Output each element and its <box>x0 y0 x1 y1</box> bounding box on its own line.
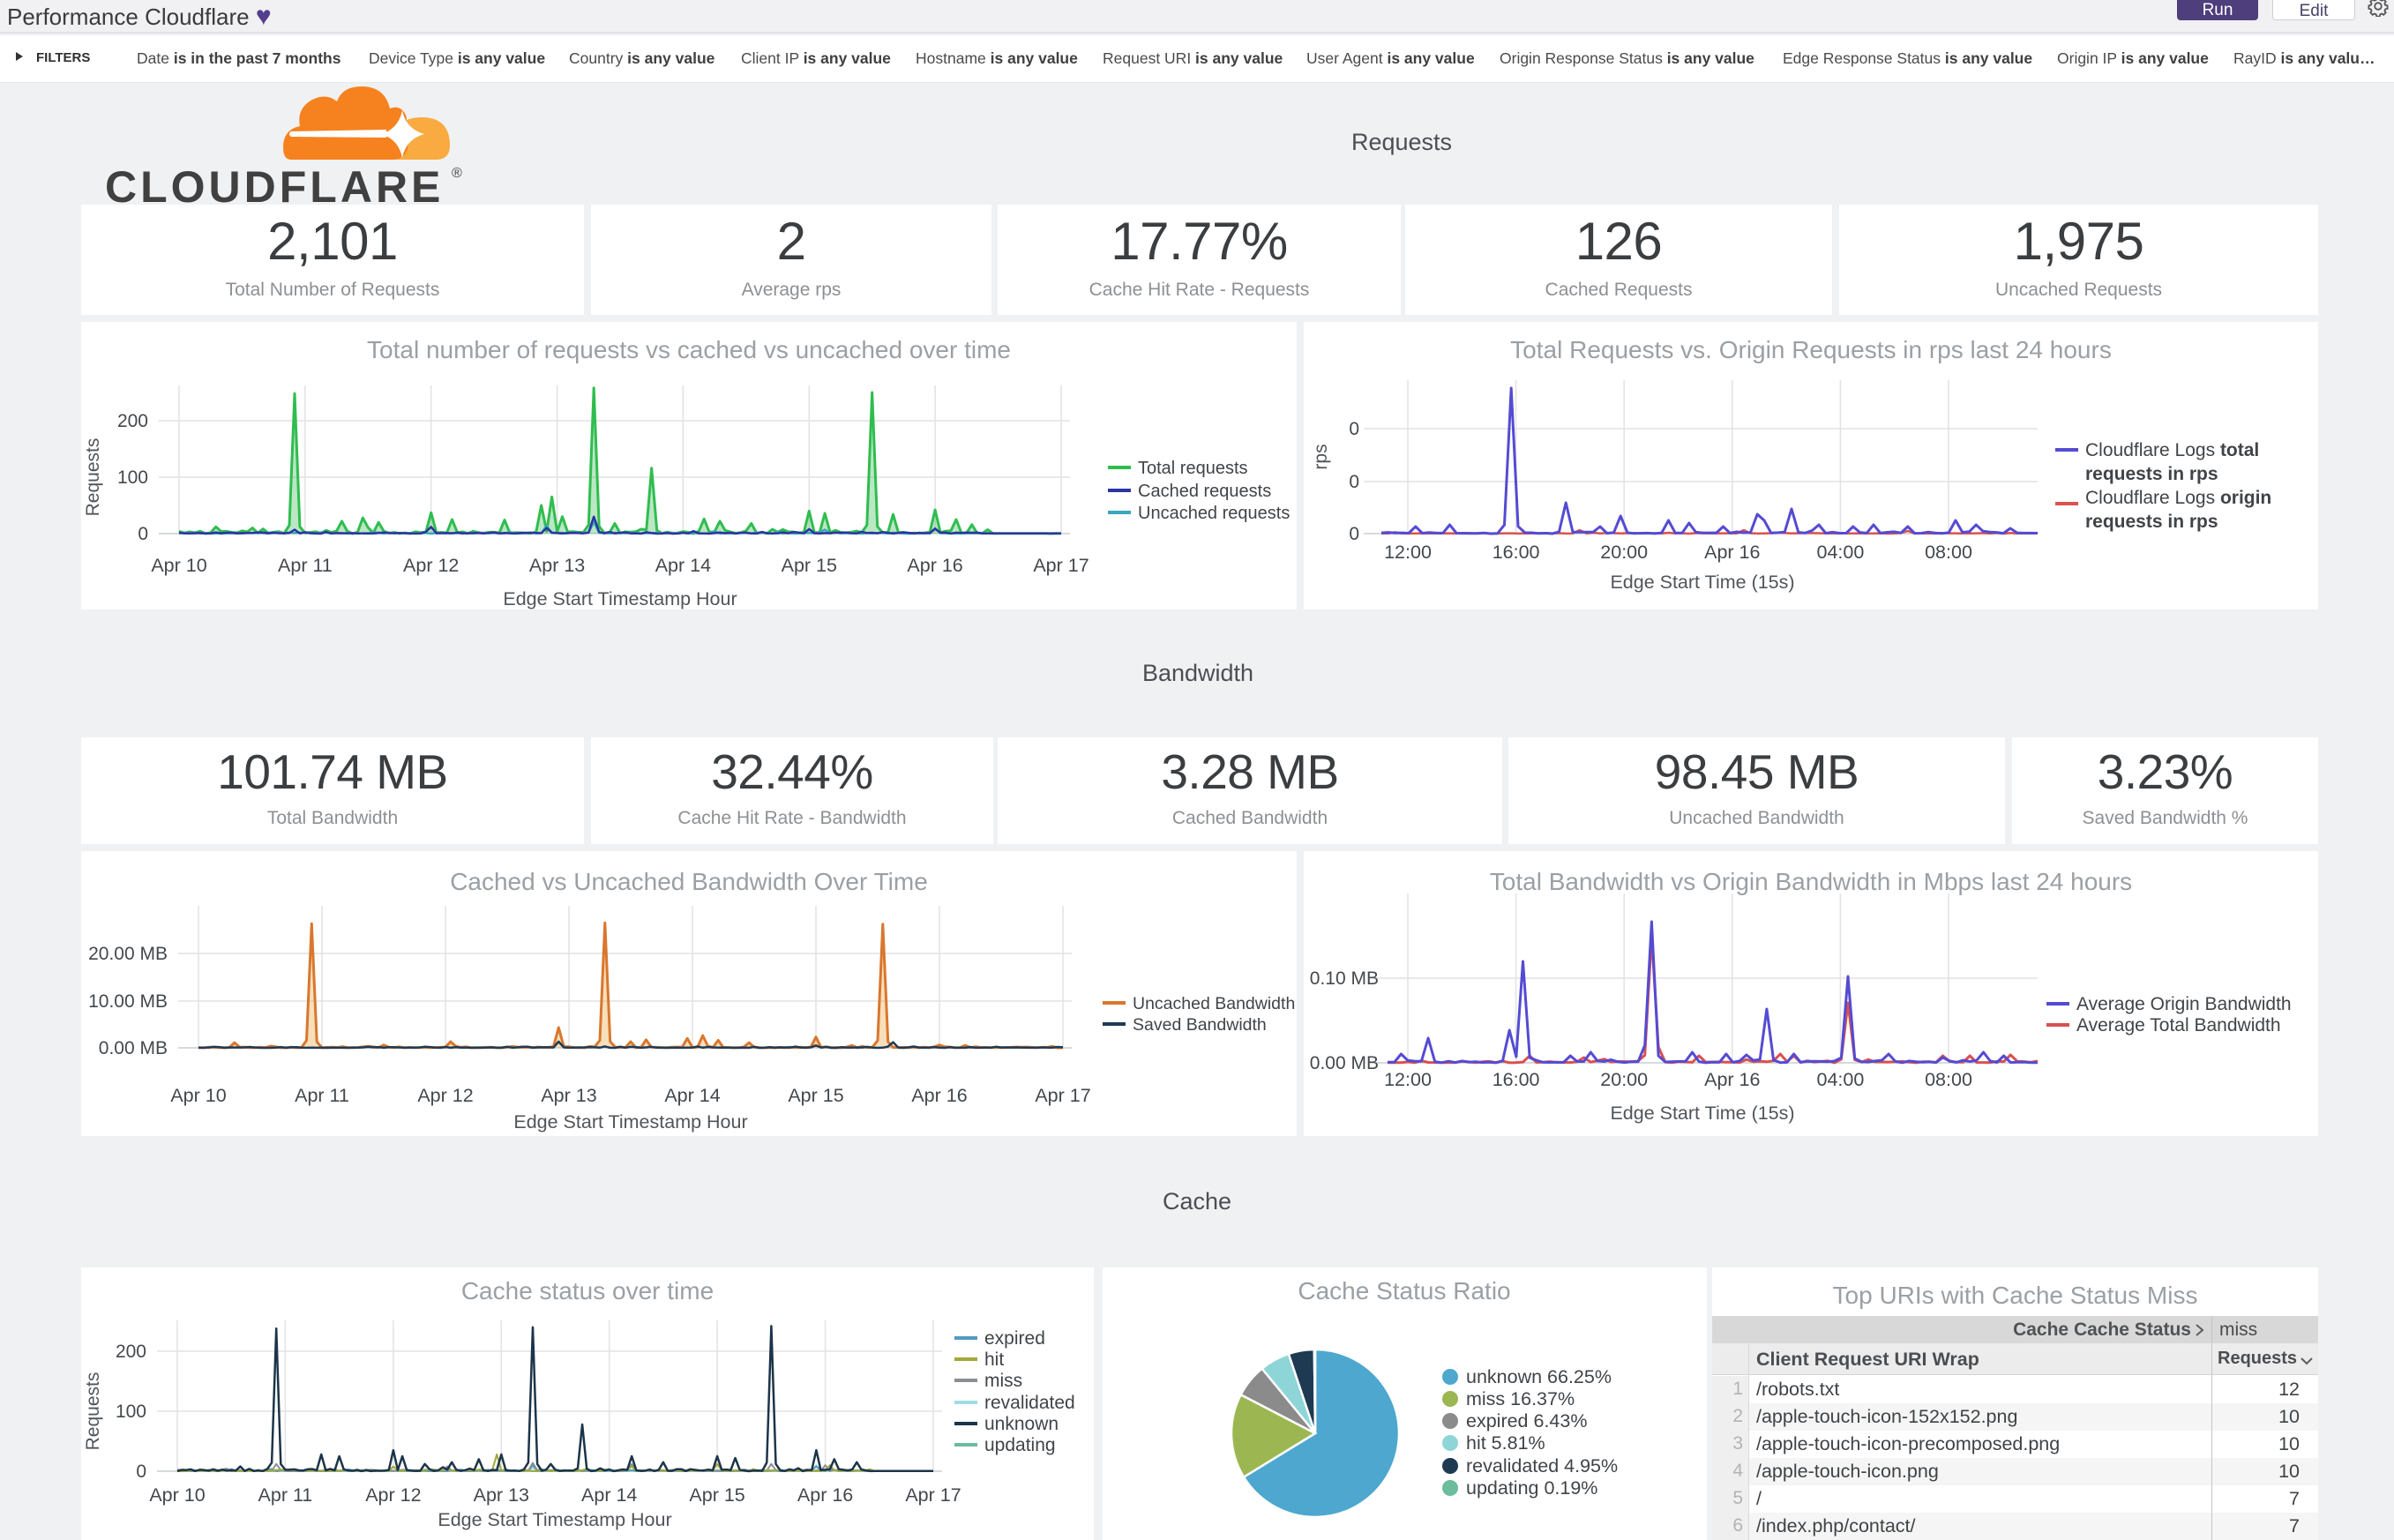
svg-text:Apr 16: Apr 16 <box>797 1484 853 1506</box>
svg-text:Apr 15: Apr 15 <box>788 1085 843 1106</box>
svg-text:miss 16.37%: miss 16.37% <box>1466 1388 1575 1409</box>
svg-text:08:00: 08:00 <box>1925 542 1972 563</box>
svg-text:Apr 17: Apr 17 <box>905 1484 961 1506</box>
svg-text:0: 0 <box>138 524 148 544</box>
svg-text:12:00: 12:00 <box>1384 1069 1432 1090</box>
svg-text:rps: rps <box>1311 444 1331 469</box>
svg-text:Apr 15: Apr 15 <box>689 1484 744 1506</box>
svg-text:04:00: 04:00 <box>1816 1069 1864 1090</box>
svg-text:20.00 MB: 20.00 MB <box>88 944 168 964</box>
svg-text:20:00: 20:00 <box>1600 1069 1648 1090</box>
svg-text:Total Requests vs. Origin Requ: Total Requests vs. Origin Requests in rp… <box>1510 336 2112 363</box>
svg-text:Cache status over time: Cache status over time <box>461 1277 714 1305</box>
svg-text:Apr 11: Apr 11 <box>278 555 333 576</box>
svg-text:0: 0 <box>1349 472 1359 492</box>
svg-text:Apr 13: Apr 13 <box>474 1484 529 1506</box>
svg-text:Edge Start Timestamp Hour: Edge Start Timestamp Hour <box>503 588 737 609</box>
svg-text:Cache Status Ratio: Cache Status Ratio <box>1298 1277 1510 1305</box>
svg-text:Edge Start Time (15s): Edge Start Time (15s) <box>1610 572 1794 593</box>
svg-text:Apr 16: Apr 16 <box>911 1085 967 1106</box>
svg-text:Apr 13: Apr 13 <box>529 555 585 576</box>
svg-text:0.10 MB: 0.10 MB <box>1310 968 1379 989</box>
svg-text:requests in rps: requests in rps <box>2085 464 2218 484</box>
svg-text:Cached vs Uncached Bandwidth O: Cached vs Uncached Bandwidth Over Time <box>450 868 928 895</box>
svg-text:0: 0 <box>1349 419 1359 439</box>
svg-text:Total requests: Total requests <box>1138 459 1248 478</box>
svg-text:16:00: 16:00 <box>1493 542 1540 563</box>
svg-text:0: 0 <box>1349 524 1359 544</box>
svg-text:requests in rps: requests in rps <box>2085 512 2218 532</box>
svg-text:hit 5.81%: hit 5.81% <box>1466 1432 1545 1454</box>
svg-text:04:00: 04:00 <box>1816 542 1864 563</box>
svg-text:hit: hit <box>984 1349 1004 1370</box>
svg-text:12:00: 12:00 <box>1384 542 1432 563</box>
svg-text:Apr 15: Apr 15 <box>782 555 837 576</box>
svg-text:Uncached Bandwidth: Uncached Bandwidth <box>1133 994 1295 1013</box>
svg-text:Apr 10: Apr 10 <box>151 555 206 576</box>
svg-text:Average Origin Bandwidth: Average Origin Bandwidth <box>2076 994 2292 1014</box>
svg-text:Apr 17: Apr 17 <box>1035 1085 1090 1106</box>
svg-text:Saved Bandwidth: Saved Bandwidth <box>1133 1015 1267 1035</box>
svg-text:Apr 14: Apr 14 <box>664 1085 720 1106</box>
svg-text:updating: updating <box>984 1435 1056 1455</box>
svg-text:Apr 12: Apr 12 <box>403 555 459 576</box>
svg-text:Total number of requests vs ca: Total number of requests vs cached vs un… <box>367 336 1011 363</box>
svg-text:unknown: unknown <box>984 1414 1059 1434</box>
svg-text:unknown 66.25%: unknown 66.25% <box>1466 1366 1612 1387</box>
svg-text:0.00 MB: 0.00 MB <box>1310 1053 1379 1073</box>
svg-text:20:00: 20:00 <box>1600 542 1648 563</box>
svg-text:Cloudflare Logs total: Cloudflare Logs total <box>2085 440 2259 460</box>
svg-text:16:00: 16:00 <box>1493 1069 1540 1090</box>
svg-text:Average Total Bandwidth: Average Total Bandwidth <box>2076 1015 2281 1035</box>
svg-text:Edge Start Timestamp Hour: Edge Start Timestamp Hour <box>438 1509 671 1530</box>
svg-text:Total Bandwidth vs Origin Band: Total Bandwidth vs Origin Bandwidth in M… <box>1490 868 2132 895</box>
svg-text:Uncached requests: Uncached requests <box>1138 504 1290 523</box>
svg-text:Apr 14: Apr 14 <box>655 555 711 576</box>
svg-text:revalidated: revalidated <box>984 1393 1075 1413</box>
svg-text:Apr 11: Apr 11 <box>258 1484 313 1506</box>
svg-text:0.00 MB: 0.00 MB <box>99 1038 168 1058</box>
svg-text:Edge Start Time (15s): Edge Start Time (15s) <box>1610 1103 1794 1124</box>
svg-text:Apr 11: Apr 11 <box>295 1085 349 1106</box>
svg-text:Requests: Requests <box>83 1372 103 1451</box>
svg-text:200: 200 <box>117 411 148 431</box>
svg-text:Apr 12: Apr 12 <box>417 1085 473 1106</box>
svg-text:Cloudflare Logs origin: Cloudflare Logs origin <box>2085 488 2271 508</box>
svg-text:0: 0 <box>136 1462 146 1482</box>
svg-text:expired 6.43%: expired 6.43% <box>1466 1410 1587 1432</box>
svg-text:200: 200 <box>116 1342 146 1362</box>
svg-text:Requests: Requests <box>83 438 103 517</box>
svg-text:Cached requests: Cached requests <box>1138 482 1271 501</box>
svg-text:expired: expired <box>984 1328 1045 1349</box>
svg-text:updating 0.19%: updating 0.19% <box>1466 1477 1597 1499</box>
svg-text:100: 100 <box>116 1402 146 1422</box>
svg-text:Apr 14: Apr 14 <box>581 1484 637 1506</box>
svg-text:10.00 MB: 10.00 MB <box>88 991 168 1012</box>
svg-text:Apr 12: Apr 12 <box>365 1484 421 1506</box>
svg-text:®: ® <box>452 166 462 181</box>
svg-text:Apr 10: Apr 10 <box>149 1484 205 1506</box>
svg-text:Apr 16: Apr 16 <box>1704 542 1760 563</box>
svg-text:100: 100 <box>117 467 148 488</box>
svg-text:Edge Start Timestamp Hour: Edge Start Timestamp Hour <box>513 1111 747 1133</box>
svg-text:Apr 16: Apr 16 <box>1704 1069 1760 1090</box>
svg-text:Apr 10: Apr 10 <box>170 1085 226 1106</box>
svg-text:Apr 13: Apr 13 <box>541 1085 596 1106</box>
svg-text:miss: miss <box>984 1371 1022 1391</box>
svg-text:revalidated 4.95%: revalidated 4.95% <box>1466 1455 1618 1476</box>
svg-text:Apr 17: Apr 17 <box>1033 555 1089 576</box>
svg-text:CLOUDFLARE: CLOUDFLARE <box>105 162 444 207</box>
svg-text:08:00: 08:00 <box>1925 1069 1972 1090</box>
svg-text:Apr 16: Apr 16 <box>907 555 962 576</box>
